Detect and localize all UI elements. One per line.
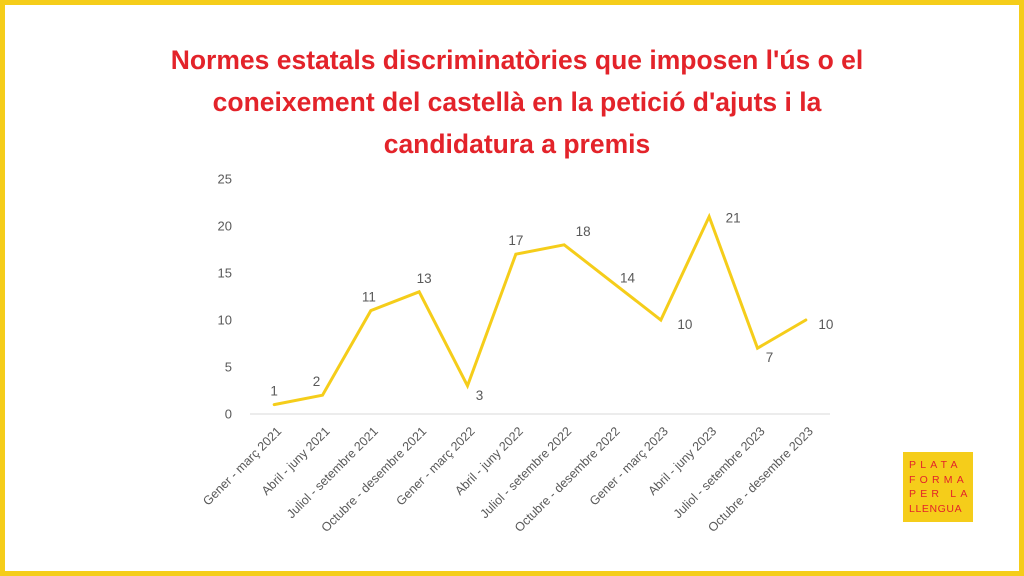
data-label: 17 bbox=[508, 233, 523, 248]
x-tick-label: Juliol - setembre 2021 bbox=[284, 424, 381, 521]
logo-line-3: PER LA bbox=[909, 488, 972, 500]
data-label: 21 bbox=[726, 211, 741, 226]
y-tick-label: 25 bbox=[218, 172, 232, 187]
data-label: 14 bbox=[620, 270, 636, 285]
x-tick-label: Gener - març 2021 bbox=[200, 424, 284, 508]
data-label: 2 bbox=[313, 374, 321, 389]
data-label: 1 bbox=[270, 384, 278, 399]
data-label: 3 bbox=[476, 388, 484, 403]
chart-title: Normes estatals discriminatòries que imp… bbox=[65, 39, 969, 165]
data-label: 18 bbox=[576, 224, 591, 239]
chart-title-line-2: coneixement del castellà en la petició d… bbox=[212, 87, 822, 117]
x-tick-label: Juliol - setembre 2022 bbox=[477, 424, 574, 521]
data-label: 10 bbox=[677, 317, 692, 332]
y-tick-label: 10 bbox=[218, 313, 232, 328]
plataforma-per-la-llengua-logo: PLATA FORMA PER LA LLENGUA bbox=[903, 452, 973, 522]
data-label: 10 bbox=[818, 317, 833, 332]
data-label: 11 bbox=[362, 290, 376, 305]
logo-line-1: PLATA bbox=[909, 459, 962, 471]
x-tick-label: Juliol - setembre 2023 bbox=[671, 424, 768, 521]
data-label: 7 bbox=[766, 350, 774, 365]
logo-line-2: FORMA bbox=[909, 473, 968, 486]
series-line bbox=[272, 212, 808, 407]
chart-title-line-3: candidatura a premis bbox=[383, 129, 651, 159]
y-tick-label: 5 bbox=[225, 360, 232, 375]
y-tick-label: 15 bbox=[218, 266, 232, 281]
chart-title-line-1: Normes estatals discriminatòries que imp… bbox=[170, 45, 864, 75]
data-label: 13 bbox=[417, 271, 432, 286]
y-tick-label: 0 bbox=[225, 407, 232, 422]
logo-line-4: LLENGUA bbox=[909, 502, 963, 515]
y-tick-label: 20 bbox=[218, 219, 232, 234]
